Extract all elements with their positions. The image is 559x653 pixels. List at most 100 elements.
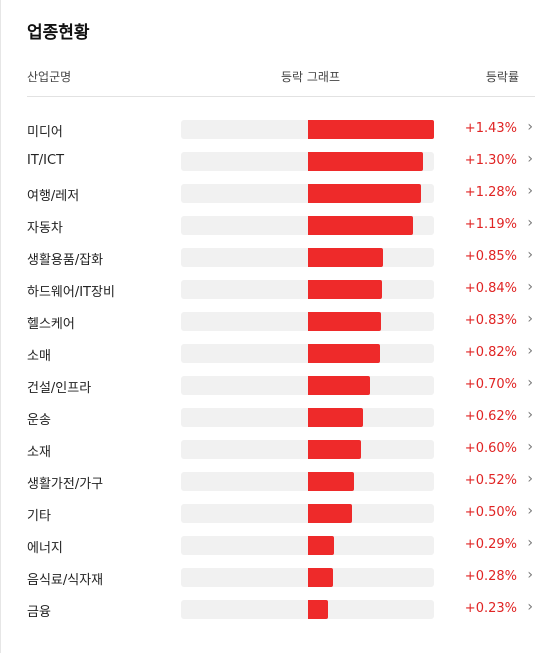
chevron-right-icon[interactable]: › <box>527 247 533 263</box>
rate-bar <box>308 344 380 363</box>
bar-track <box>181 472 434 491</box>
sector-list: 미디어 +1.43% › IT/ICT +1.30% › 여행/레저 +1.28% › 자동차 +1… <box>27 114 537 626</box>
sector-name: 미디어 <box>27 125 63 140</box>
bar-track <box>181 184 434 203</box>
chevron-right-icon[interactable]: › <box>527 503 533 519</box>
sector-rate: +0.82% <box>464 345 517 360</box>
sector-row[interactable]: 여행/레저 +1.28% › <box>27 178 537 210</box>
bar-track <box>181 600 434 619</box>
sector-rate: +0.29% <box>464 537 517 552</box>
sector-row[interactable]: 음식료/식자재 +0.28% › <box>27 562 537 594</box>
sector-row[interactable]: 에너지 +0.29% › <box>27 530 537 562</box>
bar-track <box>181 216 434 235</box>
bar-track <box>181 344 434 363</box>
sector-row[interactable]: 건설/인프라 +0.70% › <box>27 370 537 402</box>
bar-track <box>181 152 434 171</box>
sector-row[interactable]: 기타 +0.50% › <box>27 498 537 530</box>
sector-name: 생활가전/가구 <box>27 477 104 492</box>
sector-rate: +0.62% <box>464 409 517 424</box>
chevron-right-icon[interactable]: › <box>527 375 533 391</box>
header-rate: 등락률 <box>485 70 519 84</box>
sector-rate: +1.30% <box>464 153 517 168</box>
bar-track <box>181 248 434 267</box>
rate-bar <box>308 440 361 459</box>
sector-row[interactable]: 헬스케어 +0.83% › <box>27 306 537 338</box>
chevron-right-icon[interactable]: › <box>527 343 533 359</box>
rate-bar <box>308 568 333 587</box>
chevron-right-icon[interactable]: › <box>527 215 533 231</box>
sector-rate: +0.50% <box>464 505 517 520</box>
chevron-right-icon[interactable]: › <box>527 119 533 135</box>
rate-bar <box>308 536 334 555</box>
sector-row[interactable]: 자동차 +1.19% › <box>27 210 537 242</box>
chevron-right-icon[interactable]: › <box>527 567 533 583</box>
table-header: 산업군명 등락 그래프 등락률 <box>27 66 535 97</box>
sector-name: 건설/인프라 <box>27 381 92 396</box>
bar-track <box>181 120 434 139</box>
sector-name: 하드웨어/IT장비 <box>27 285 115 300</box>
rate-bar <box>308 216 413 235</box>
chevron-right-icon[interactable]: › <box>527 439 533 455</box>
sector-name: 에너지 <box>27 541 63 556</box>
sector-rate: +0.28% <box>464 569 517 584</box>
rate-bar <box>308 152 423 171</box>
bar-track <box>181 280 434 299</box>
sector-name: 금융 <box>27 605 51 620</box>
chevron-right-icon[interactable]: › <box>527 599 533 615</box>
sector-name: 음식료/식자재 <box>27 573 104 588</box>
header-graph: 등락 그래프 <box>281 70 341 84</box>
sector-rate: +0.85% <box>464 249 517 264</box>
rate-bar <box>308 376 370 395</box>
bar-track <box>181 536 434 555</box>
sector-name: 운송 <box>27 413 51 428</box>
sector-rate: +0.83% <box>464 313 517 328</box>
bar-track <box>181 504 434 523</box>
sector-name: 소재 <box>27 445 51 460</box>
sector-row[interactable]: 미디어 +1.43% › <box>27 114 537 146</box>
bar-track <box>181 408 434 427</box>
rate-bar <box>308 600 328 619</box>
sector-rate: +0.60% <box>464 441 517 456</box>
sector-row[interactable]: 생활가전/가구 +0.52% › <box>27 466 537 498</box>
rate-bar <box>308 184 421 203</box>
header-sector-name: 산업군명 <box>27 70 72 84</box>
sector-row[interactable]: 소매 +0.82% › <box>27 338 537 370</box>
sector-rate: +0.84% <box>464 281 517 296</box>
rate-bar <box>308 120 434 139</box>
chevron-right-icon[interactable]: › <box>527 151 533 167</box>
rate-bar <box>308 472 354 491</box>
sector-row[interactable]: 운송 +0.62% › <box>27 402 537 434</box>
chevron-right-icon[interactable]: › <box>527 279 533 295</box>
sector-name: 기타 <box>27 509 51 524</box>
bar-track <box>181 312 434 331</box>
sector-rate: +1.28% <box>464 185 517 200</box>
sector-name: 헬스케어 <box>27 317 75 332</box>
sector-row[interactable]: 소재 +0.60% › <box>27 434 537 466</box>
chevron-right-icon[interactable]: › <box>527 311 533 327</box>
bar-track <box>181 568 434 587</box>
sector-rate: +0.23% <box>464 601 517 616</box>
sector-name: IT/ICT <box>27 153 65 168</box>
sector-rate: +1.43% <box>464 121 517 136</box>
chevron-right-icon[interactable]: › <box>527 471 533 487</box>
sector-row[interactable]: 금융 +0.23% › <box>27 594 537 626</box>
sector-row[interactable]: 하드웨어/IT장비 +0.84% › <box>27 274 537 306</box>
sector-rate: +0.52% <box>464 473 517 488</box>
panel-title: 업종현황 <box>27 23 90 43</box>
rate-bar <box>308 280 382 299</box>
chevron-right-icon[interactable]: › <box>527 407 533 423</box>
bar-track <box>181 440 434 459</box>
sector-row[interactable]: 생활용품/잡화 +0.85% › <box>27 242 537 274</box>
rate-bar <box>308 312 381 331</box>
rate-bar <box>308 248 383 267</box>
sector-rate: +0.70% <box>464 377 517 392</box>
sector-name: 자동차 <box>27 221 63 236</box>
chevron-right-icon[interactable]: › <box>527 535 533 551</box>
chevron-right-icon[interactable]: › <box>527 183 533 199</box>
sector-row[interactable]: IT/ICT +1.30% › <box>27 146 537 178</box>
sector-name: 소매 <box>27 349 51 364</box>
rate-bar <box>308 504 352 523</box>
sector-name: 여행/레저 <box>27 189 80 204</box>
bar-track <box>181 376 434 395</box>
